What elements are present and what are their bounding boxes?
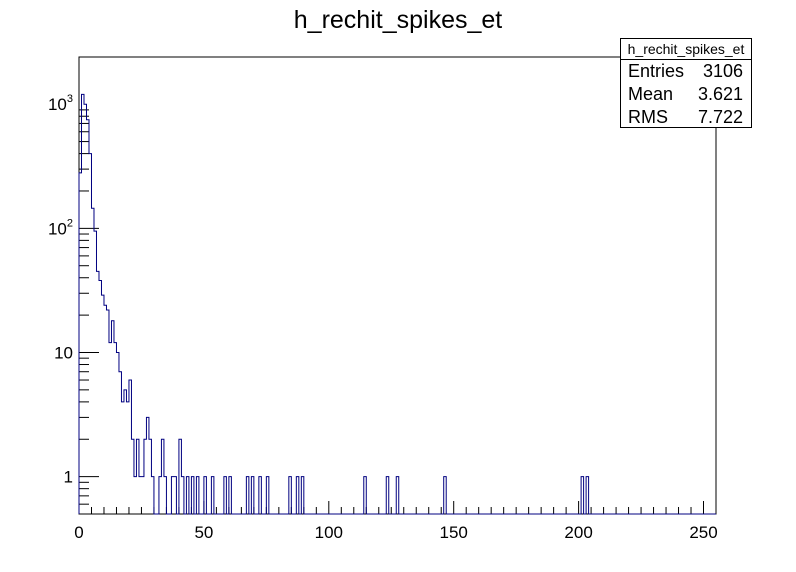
stats-row-mean: Mean 3.621 — [621, 83, 751, 106]
x-tick-label: 250 — [689, 523, 717, 542]
y-tick-label: 102 — [48, 217, 73, 238]
stats-value: 3106 — [702, 61, 743, 81]
chart-title: h_rechit_spikes_et — [293, 6, 503, 34]
y-tick-label: 103 — [48, 93, 73, 114]
stats-row-rms: RMS 7.722 — [621, 106, 751, 129]
stats-key: RMS — [628, 107, 668, 127]
histogram-outline — [78, 93, 716, 515]
stats-box-title: h_rechit_spikes_et — [621, 39, 751, 60]
y-tick-label: 1 — [64, 468, 73, 487]
x-tick-label: 150 — [440, 523, 468, 542]
stats-key: Entries — [628, 61, 685, 81]
x-tick-label: 0 — [74, 523, 83, 542]
x-tick-label: 100 — [315, 523, 343, 542]
x-tick-label: 200 — [564, 523, 592, 542]
y-tick-label: 10 — [54, 343, 73, 362]
x-tick-label: 50 — [194, 523, 213, 542]
stats-box: h_rechit_spikes_et Entries 3106 Mean 3.6… — [620, 38, 752, 128]
stats-row-entries: Entries 3106 — [621, 60, 751, 83]
stats-value: 7.722 — [697, 107, 743, 127]
stats-key: Mean — [628, 84, 674, 104]
stats-value: 3.621 — [697, 84, 743, 104]
